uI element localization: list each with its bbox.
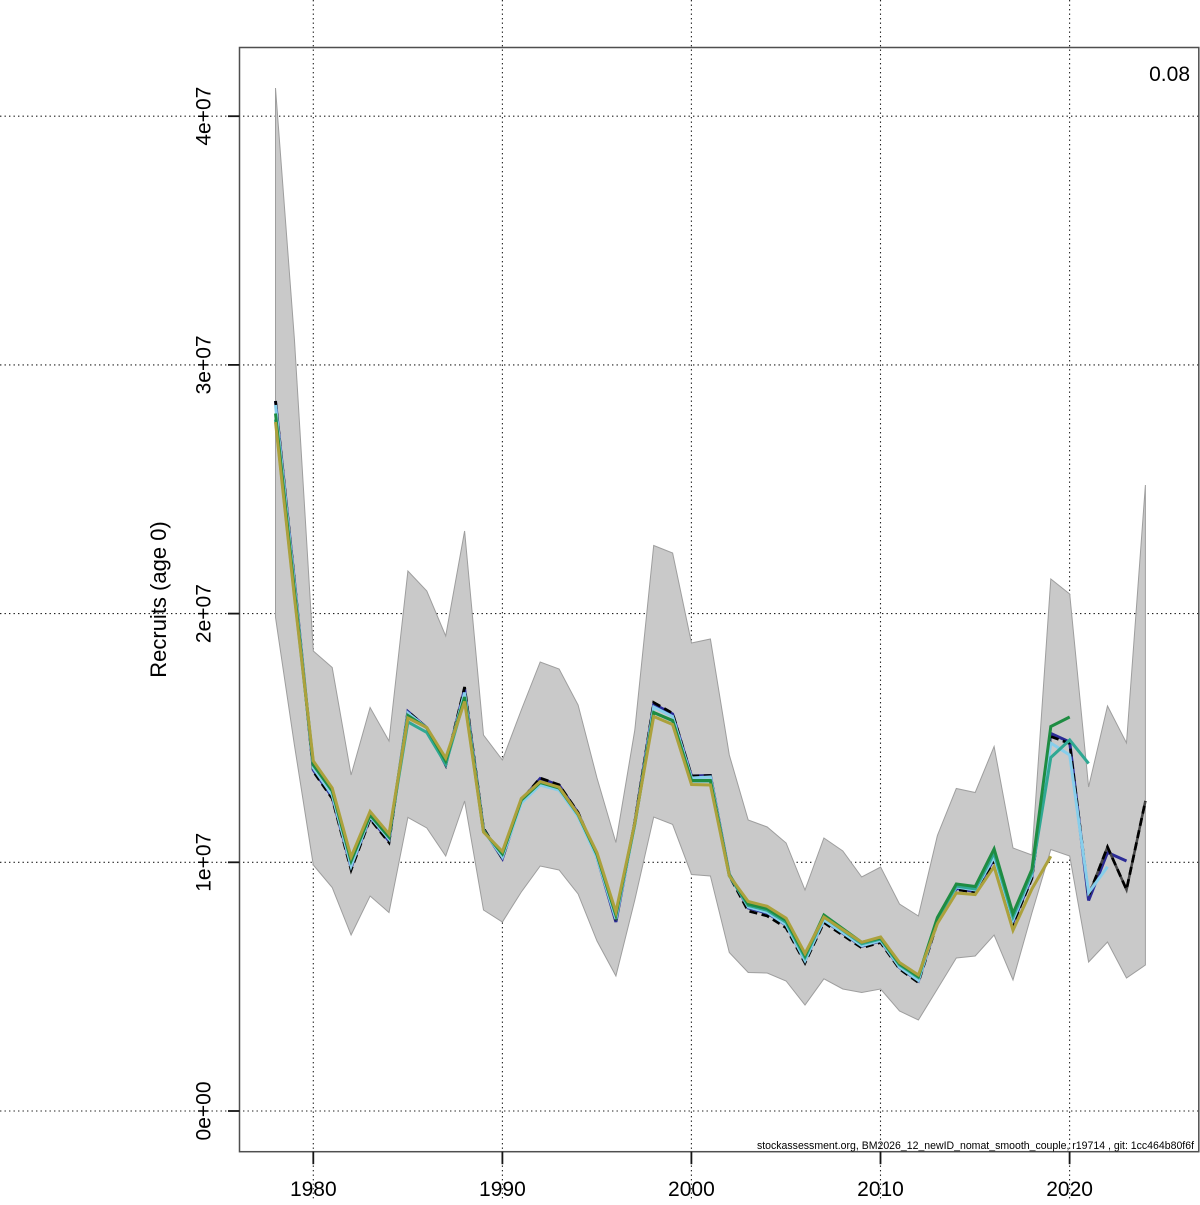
svg-text:3e+07: 3e+07 bbox=[193, 335, 216, 394]
svg-text:Recruits (age 0): Recruits (age 0) bbox=[146, 521, 171, 678]
svg-text:1990: 1990 bbox=[479, 1178, 526, 1200]
svg-text:2010: 2010 bbox=[857, 1178, 904, 1200]
svg-text:4e+07: 4e+07 bbox=[193, 87, 216, 146]
svg-text:0.08: 0.08 bbox=[1149, 63, 1190, 86]
svg-text:1e+07: 1e+07 bbox=[193, 833, 216, 892]
svg-text:stockassessment.org, BM2026_12: stockassessment.org, BM2026_12_newID_nom… bbox=[757, 1140, 1195, 1152]
svg-text:2020: 2020 bbox=[1046, 1178, 1093, 1200]
svg-text:2e+07: 2e+07 bbox=[193, 584, 216, 643]
svg-text:0e+00: 0e+00 bbox=[193, 1082, 216, 1141]
svg-text:2000: 2000 bbox=[668, 1178, 715, 1200]
svg-text:1980: 1980 bbox=[290, 1178, 337, 1200]
